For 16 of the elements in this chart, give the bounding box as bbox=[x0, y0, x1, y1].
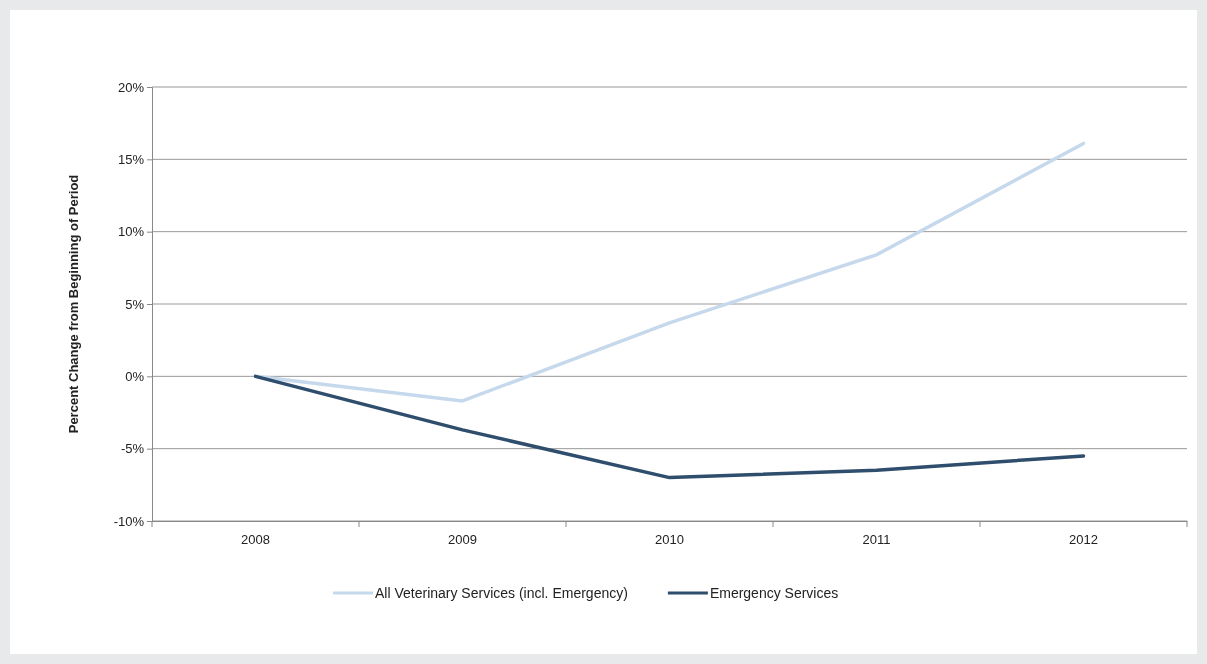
y-tick-label: 10% bbox=[117, 224, 145, 240]
legend-label: All Veterinary Services (incl. Emergency) bbox=[375, 585, 628, 601]
y-tick-label: -10% bbox=[113, 513, 145, 529]
x-tick-label: 2011 bbox=[862, 532, 891, 548]
legend-label: Emergency Services bbox=[709, 585, 839, 601]
y-tick-label: 15% bbox=[117, 151, 145, 167]
y-tick-label: 5% bbox=[125, 296, 145, 312]
line-series bbox=[253, 374, 1086, 480]
x-tick-label: 2010 bbox=[655, 532, 684, 548]
y-tick-label: -5% bbox=[120, 441, 145, 457]
y-axis-title: Percent Change from Beginning of Period bbox=[66, 174, 81, 434]
x-tick-label: 2009 bbox=[448, 532, 477, 548]
x-tick-label: 2008 bbox=[241, 532, 270, 548]
y-tick-label: 20% bbox=[117, 79, 145, 95]
y-tick-label: 0% bbox=[125, 368, 145, 384]
x-tick-label: 2012 bbox=[1069, 532, 1098, 548]
